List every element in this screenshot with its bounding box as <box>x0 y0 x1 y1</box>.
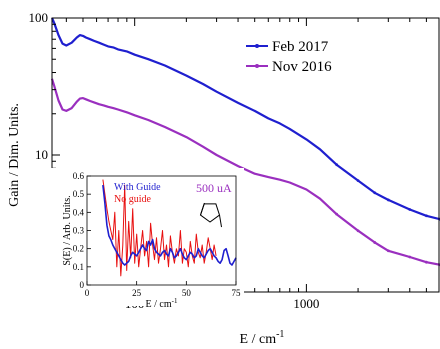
inset-y-tick-label: 0.5 <box>73 189 85 199</box>
inset-chart: 0 25 50 75 0 0.1 0.2 0.3 0.4 0.5 0.6 S(E) / Arb. U… <box>40 168 244 310</box>
inset-x-tick-label: 75 <box>232 288 242 298</box>
inset-series-layer <box>102 179 237 277</box>
main-y-axis-label: Gain / Dim. Units. <box>7 103 22 207</box>
main-x-tick-label: 1000 <box>293 296 319 311</box>
inset-x-axis-label-text: E / cm <box>146 299 172 310</box>
main-x-axis-label-exponent: -1 <box>276 329 284 340</box>
main-series-point-0 <box>408 208 412 211</box>
main-series-point-0 <box>386 198 390 202</box>
main-x-axis-label-text: E / cm <box>240 332 277 347</box>
inset-y-tick-label: 0.3 <box>73 226 85 236</box>
legend-label-1: Nov 2016 <box>272 59 332 75</box>
inset-legend-label-1: No guide <box>114 194 152 205</box>
inset-x-axis-label-exponent: -1 <box>172 297 178 305</box>
inset-series-line-0 <box>102 185 237 266</box>
main-series-point-1 <box>356 229 360 233</box>
main-series-line-1 <box>50 78 440 266</box>
main-y-tick-label: 100 <box>29 10 49 25</box>
inset-axis-ticks: 0 25 50 75 0 0.1 0.2 0.3 0.4 0.5 0.6 <box>73 171 241 298</box>
inset-x-tick-label: 25 <box>132 288 142 298</box>
main-series-point-1 <box>335 212 339 216</box>
main-series-point-0 <box>335 163 339 167</box>
main-series-point-1 <box>386 249 390 253</box>
inset-x-tick-label: 50 <box>182 288 192 298</box>
main-series-point-0 <box>373 191 377 195</box>
thiophene-molecule-icon <box>199 202 223 228</box>
main-y-tick-label: 10 <box>35 147 48 162</box>
legend-marker-1 <box>255 64 259 68</box>
main-series-point-1 <box>408 255 412 259</box>
inset-y-tick-label: 0.4 <box>73 207 85 217</box>
inset-x-axis-label: E / cm-1 <box>146 297 178 310</box>
inset-y-tick-label: 0 <box>80 280 85 290</box>
main-x-axis-label: E / cm-1 <box>240 329 285 347</box>
legend-label-0: Feb 2017 <box>272 39 329 55</box>
main-legend: Feb 2017 Nov 2016 <box>246 39 332 75</box>
main-series-point-0 <box>356 179 360 183</box>
thiophene-bond <box>219 215 223 228</box>
inset-y-tick-label: 0.6 <box>73 171 85 181</box>
inset-x-tick-label: 0 <box>85 288 90 298</box>
thiophene-bond <box>200 202 205 216</box>
main-series-line-0 <box>50 17 440 221</box>
inset-annotation: 500 uA <box>196 181 232 195</box>
thiophene-ring <box>199 203 221 223</box>
inset-y-tick-label: 0.1 <box>73 262 84 272</box>
legend-marker-0 <box>255 44 259 48</box>
main-series-point-1 <box>373 241 377 244</box>
main-series-point-0 <box>425 214 428 218</box>
inset-y-tick-label: 0.2 <box>73 244 84 254</box>
inset-y-axis-label: S(E) / Arb. Units. <box>62 195 73 265</box>
main-series-point-1 <box>425 260 428 264</box>
inset-legend-label-0: With Guide <box>114 182 161 193</box>
